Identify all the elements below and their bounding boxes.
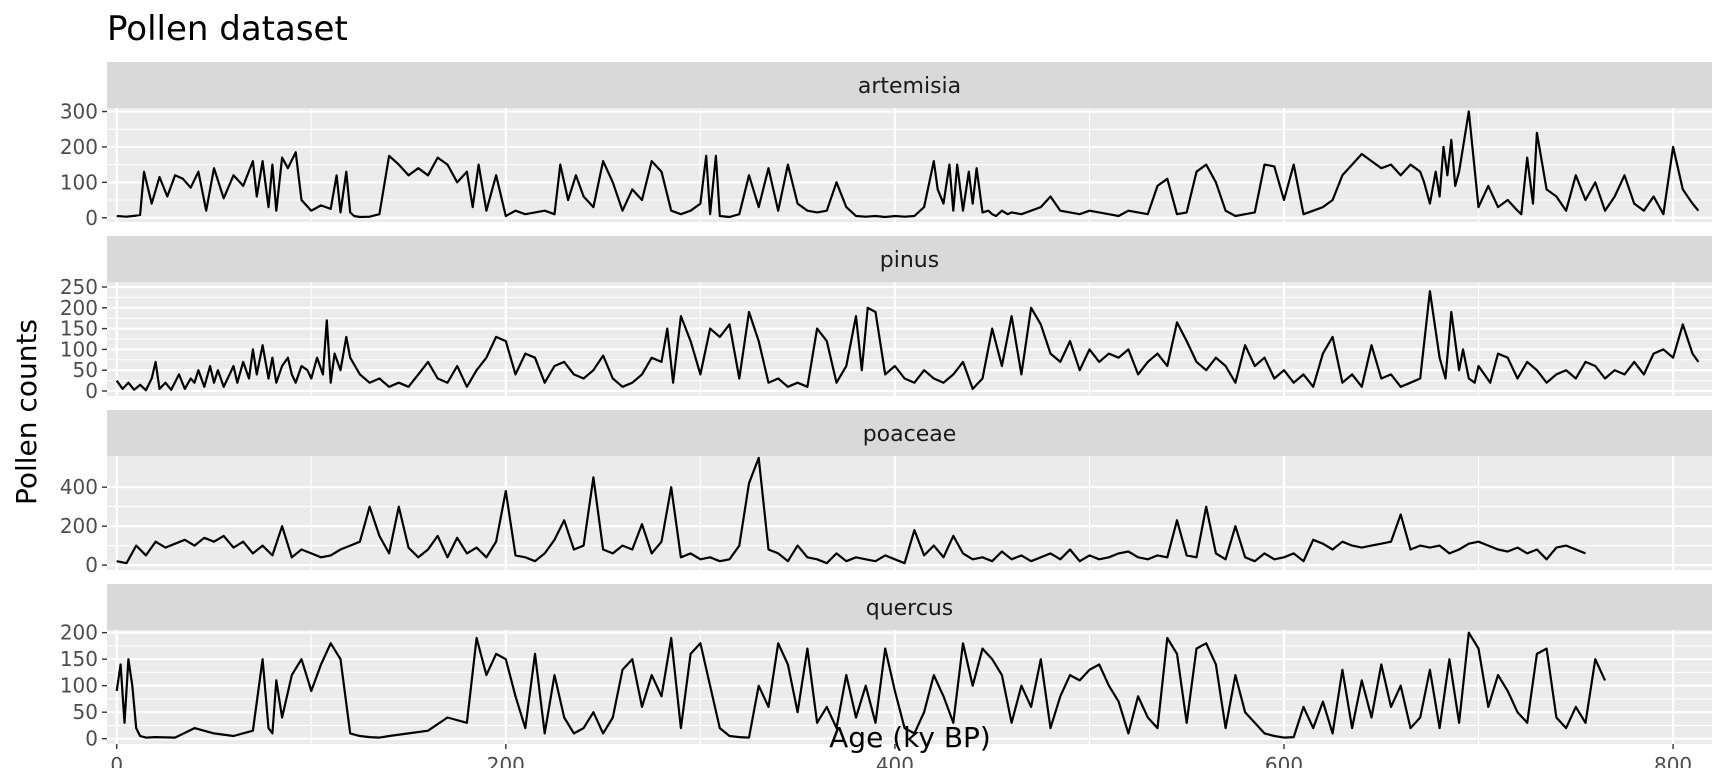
strip-label-pinus: pinus	[880, 248, 939, 273]
x-tick-label: 600	[1265, 753, 1303, 768]
x-axis-title: Age (ky BP)	[829, 721, 991, 754]
y-tick-label-artemisia: 200	[60, 135, 98, 159]
y-tick-label-quercus: 0	[85, 727, 98, 751]
y-tick-label-pinus: 50	[73, 358, 98, 382]
y-tick-label-pinus: 200	[60, 296, 98, 320]
y-tick-label-poaceae: 400	[60, 475, 98, 499]
y-tick-label-poaceae: 200	[60, 514, 98, 538]
chart-title: Pollen dataset	[107, 9, 348, 49]
strip-label-quercus: quercus	[866, 596, 954, 621]
x-tick-label: 800	[1654, 753, 1692, 768]
y-tick-label-quercus: 200	[60, 621, 98, 645]
x-axis: 0 200 400 600 800	[110, 744, 1692, 768]
plot-area-poaceae	[107, 456, 1712, 570]
series-line-artemisia	[116, 110, 1700, 219]
y-tick-label-artemisia: 100	[60, 170, 98, 194]
strip-pinus	[107, 236, 1712, 282]
x-tick-label: 400	[876, 753, 914, 768]
x-tick-label: 200	[487, 753, 525, 768]
strip-artemisia	[107, 62, 1712, 108]
series-line-quercus	[115, 631, 1607, 739]
y-tick-label-artemisia: 0	[85, 206, 98, 230]
y-tick-label-quercus: 100	[60, 674, 98, 698]
y-tick-label-pinus: 100	[60, 337, 98, 361]
strip-label-artemisia: artemisia	[858, 74, 961, 99]
y-tick-label-quercus: 50	[73, 700, 98, 724]
series-line-pinus	[115, 290, 1700, 392]
series-line-poaceae	[116, 456, 1586, 565]
y-tick-label-pinus: 0	[85, 379, 98, 403]
panels: artemisia0100200300pinus050100150200250p…	[60, 62, 1712, 751]
panel-poaceae: poaceae 0 200 400	[60, 410, 1712, 577]
y-tick-label-artemisia: 300	[60, 100, 98, 124]
y-tick-label-pinus: 250	[60, 275, 98, 299]
y-tick-label-poaceae: 0	[85, 553, 98, 577]
y-axis-title: Pollen counts	[10, 319, 43, 505]
strip-quercus	[107, 584, 1712, 630]
strip-label-poaceae: poaceae	[863, 422, 957, 447]
y-tick-label-quercus: 150	[60, 647, 98, 671]
y-tick-label-pinus: 150	[60, 317, 98, 341]
x-tick-label: 0	[110, 753, 123, 768]
panel-artemisia: artemisia 0 100 200 300	[60, 62, 1712, 230]
strip-poaceae	[107, 410, 1712, 456]
